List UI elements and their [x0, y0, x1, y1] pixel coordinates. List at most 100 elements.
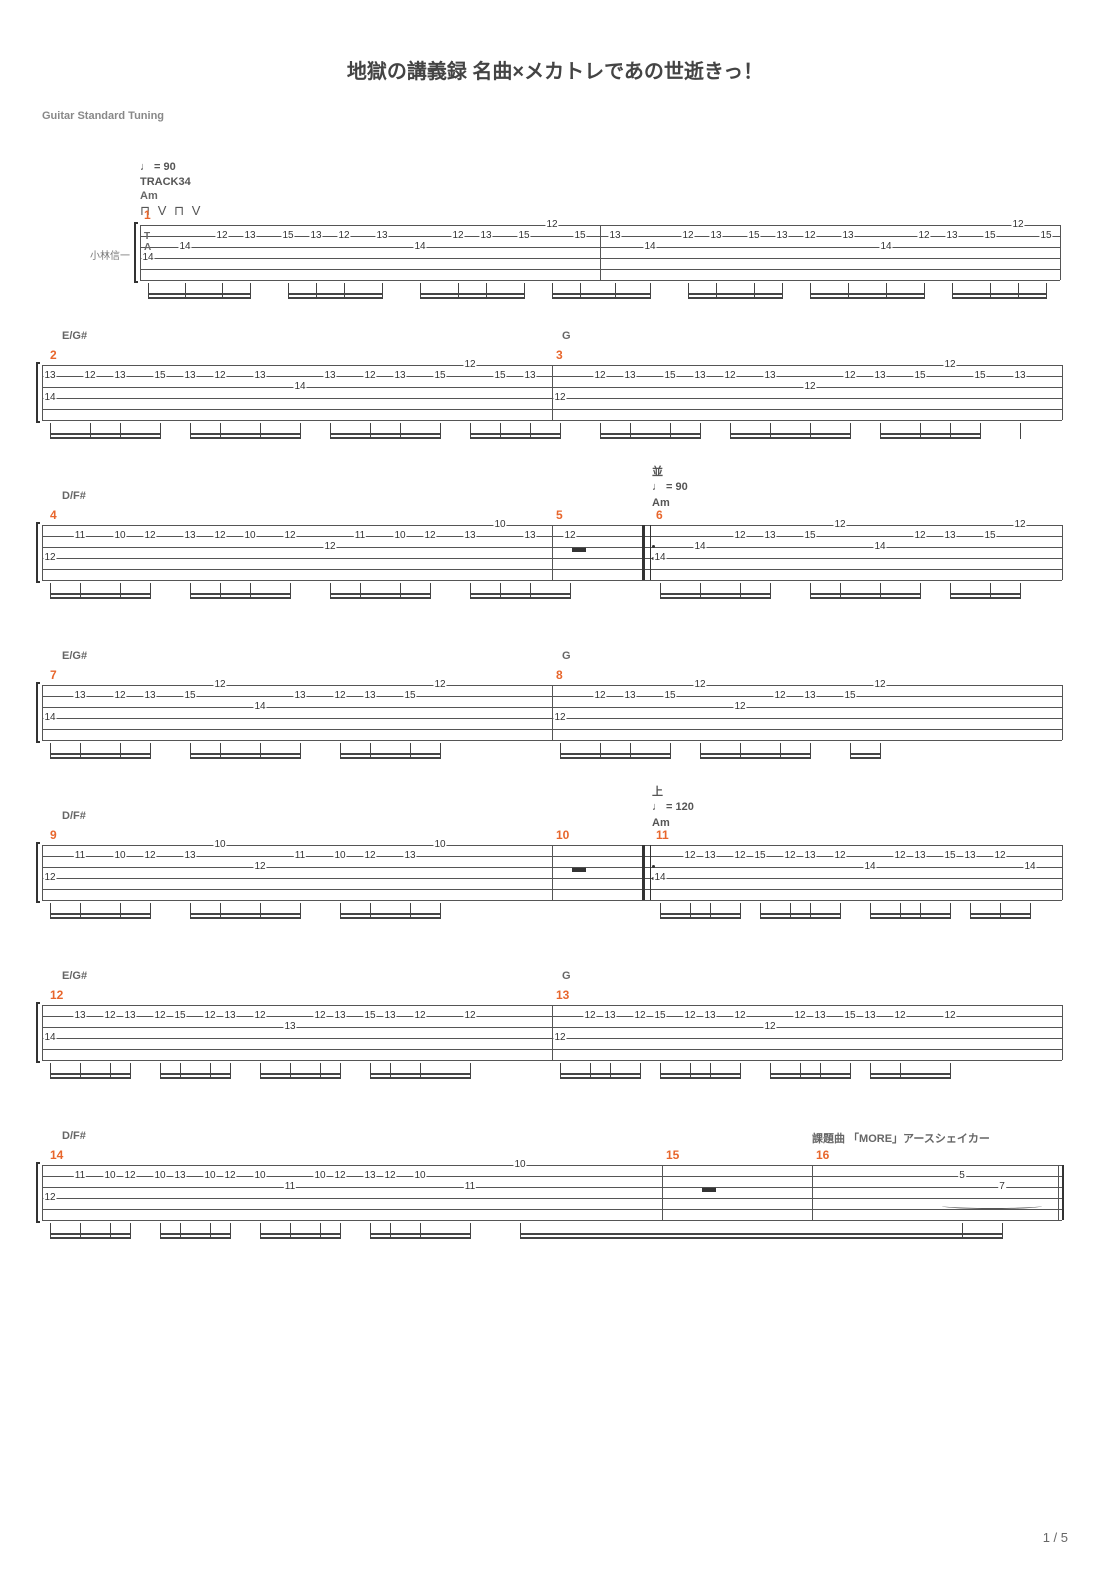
staff-system-4: 上♩ = 120AmD/F#91011121110121310121110121… [42, 845, 1062, 900]
fret-number: 15 [153, 371, 166, 381]
measure-number: 5 [556, 508, 563, 522]
fret-number: 15 [573, 231, 586, 241]
measure-number: 2 [50, 348, 57, 362]
measure-number: 7 [50, 668, 57, 682]
fret-number: 11 [284, 1182, 296, 1192]
staff-system-2: 並♩ = 90AmD/F#456121110121312101212111012… [42, 525, 1062, 580]
fret-number: 14 [653, 873, 666, 883]
fret-number: 12 [463, 360, 476, 370]
fret-number: 12 [593, 371, 606, 381]
fret-number: 13 [813, 1011, 826, 1021]
fret-number: 15 [663, 371, 676, 381]
fret-number: 12 [683, 851, 696, 861]
fret-number: 10 [243, 531, 256, 541]
measure-number: 10 [556, 828, 569, 842]
fret-number: 15 [281, 231, 294, 241]
fret-number: 12 [143, 851, 156, 861]
fret-number: 14 [293, 382, 306, 392]
fret-number: 12 [943, 1011, 956, 1021]
measure-number: 4 [50, 508, 57, 522]
fret-number: 13 [763, 371, 776, 381]
fret-number: 10 [333, 851, 346, 861]
fret-number: 13 [113, 371, 126, 381]
measure-number: 13 [556, 988, 569, 1002]
fret-number: 12 [803, 382, 816, 392]
fret-number: 13 [383, 1011, 396, 1021]
fret-number: 13 [403, 851, 416, 861]
fret-number: 12 [223, 1171, 236, 1181]
measure-number: 14 [50, 1148, 63, 1162]
fret-number: 12 [913, 531, 926, 541]
fret-number: 7 [998, 1182, 1006, 1192]
fret-number: 11 [294, 851, 306, 861]
fret-number: 13 [333, 1011, 346, 1021]
fret-number: 15 [843, 1011, 856, 1021]
fret-number: 14 [413, 242, 426, 252]
chord-label: D/F# [62, 1130, 86, 1142]
fret-number: 12 [43, 873, 56, 883]
fret-number: 13 [775, 231, 788, 241]
fret-number: 13 [913, 851, 926, 861]
fret-number: 12 [593, 691, 606, 701]
fret-number: 12 [833, 851, 846, 861]
fret-number: 15 [493, 371, 506, 381]
fret-number: 12 [253, 1011, 266, 1021]
fret-number: 13 [375, 231, 388, 241]
fret-number: 12 [203, 1011, 216, 1021]
fret-number: 15 [663, 691, 676, 701]
fret-number: 13 [803, 851, 816, 861]
chord-label: Am [140, 190, 158, 202]
fret-number: 12 [213, 680, 226, 690]
staff-system-0: T A B小林信一♩ = 90TRACK34Am⊓ V ⊓ V114141213… [140, 225, 1060, 280]
fret-number: 10 [413, 1171, 426, 1181]
fret-number: 13 [43, 371, 56, 381]
fret-number: 12 [323, 542, 336, 552]
fret-number: 11 [464, 1182, 476, 1192]
fret-number: 12 [423, 531, 436, 541]
measure-number: 16 [816, 1148, 829, 1162]
fret-number: 15 [173, 1011, 186, 1021]
fret-number: 13 [309, 231, 322, 241]
chord-label: E/G# [62, 650, 87, 662]
fret-number: 12 [253, 862, 266, 872]
fret-number: 15 [983, 231, 996, 241]
staff-system-6: D/F#141516121110121013101210111012131210… [42, 1165, 1062, 1220]
fret-number: 12 [693, 680, 706, 690]
fret-number: 13 [623, 691, 636, 701]
chord-label: E/G# [62, 330, 87, 342]
chord-label: D/F# [62, 810, 86, 822]
fret-number: 13 [363, 691, 376, 701]
fret-number: 13 [803, 691, 816, 701]
fret-number: 13 [841, 231, 854, 241]
fret-number: 12 [83, 371, 96, 381]
fret-number: 10 [493, 520, 506, 530]
fret-number: 14 [873, 542, 886, 552]
fret-number: 12 [733, 702, 746, 712]
fret-number: 13 [603, 1011, 616, 1021]
fret-number: 10 [393, 531, 406, 541]
fret-number: 12 [283, 531, 296, 541]
page-number: 1 / 5 [1043, 1530, 1068, 1545]
tempo-mark: ♩ = 90TRACK34 [140, 160, 191, 191]
measure-number: 9 [50, 828, 57, 842]
fret-number: 13 [709, 231, 722, 241]
measure-number: 8 [556, 668, 563, 682]
fret-number: 13 [463, 531, 476, 541]
fret-number: 15 [943, 851, 956, 861]
page-title: 地獄の講義録 名曲×メカトレであの世逝きっ！ [0, 0, 1110, 84]
fret-number: 14 [693, 542, 706, 552]
fret-number: 10 [113, 851, 126, 861]
fret-number: 12 [683, 1011, 696, 1021]
fret-number: 13 [183, 531, 196, 541]
fret-number: 12 [843, 371, 856, 381]
measure-number: 11 [656, 828, 669, 842]
fret-number: 12 [383, 1171, 396, 1181]
fret-number: 11 [74, 1171, 86, 1181]
fret-number: 12 [123, 1171, 136, 1181]
fret-number: 10 [513, 1160, 526, 1170]
fret-number: 15 [753, 851, 766, 861]
fret-number: 15 [973, 371, 986, 381]
fret-number: 12 [893, 851, 906, 861]
fret-number: 13 [283, 1022, 296, 1032]
fret-number: 13 [143, 691, 156, 701]
